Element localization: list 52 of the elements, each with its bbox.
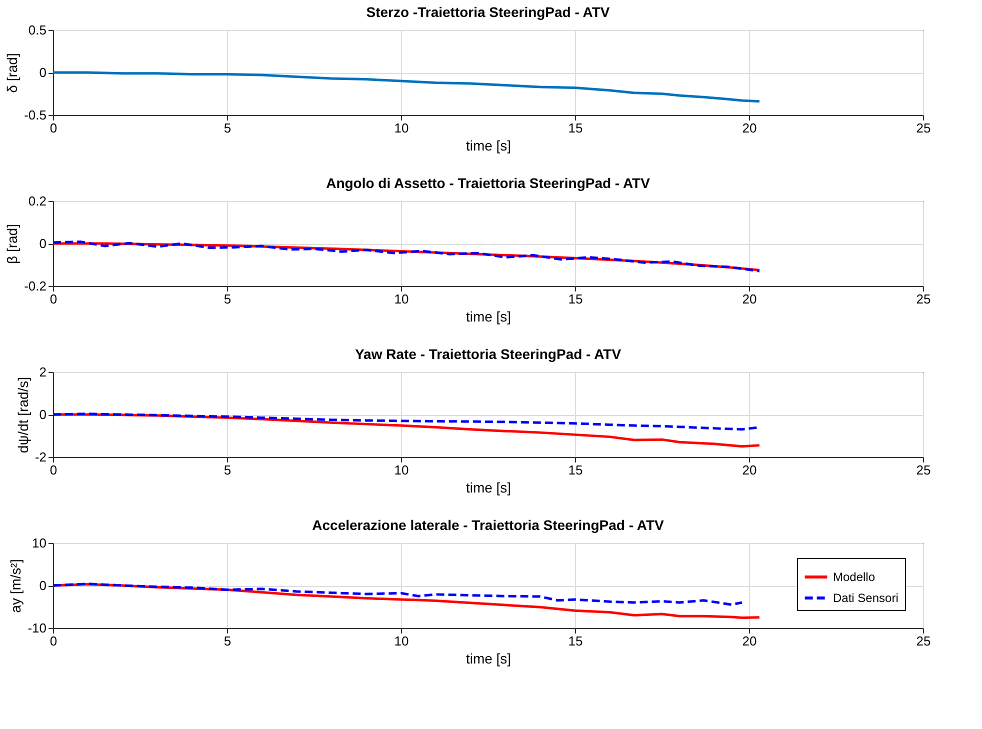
x-tick-label: 25: [916, 120, 931, 136]
y-tick-label: -10: [28, 620, 46, 636]
x-axis-title: time [s]: [466, 138, 512, 154]
y-tick-label: 0: [39, 407, 46, 422]
x-tick-label: 0: [50, 292, 58, 306]
x-tick-label: 5: [224, 634, 232, 648]
x-tick-label: 5: [224, 292, 232, 306]
legend-label: Modello: [833, 570, 876, 584]
x-axis-title: time [s]: [466, 650, 512, 666]
x-tick-label: 10: [394, 120, 409, 136]
x-tick-label: 15: [568, 292, 583, 306]
x-tick-label: 0: [50, 120, 58, 136]
y-tick-label: 0: [39, 236, 46, 251]
y-tick-label: 0: [39, 578, 46, 593]
x-tick-label: 5: [224, 120, 232, 136]
y-tick-label: 0.2: [28, 194, 46, 208]
y-axis-title: β [rad]: [4, 224, 20, 264]
x-tick-label: 10: [394, 292, 409, 306]
line-series: [52, 71, 761, 103]
x-tick-label: 10: [394, 462, 409, 478]
y-axis-title: ay [m/s²]: [8, 559, 24, 613]
y-tick-label: 0: [39, 65, 46, 80]
y-tick-label: 0.5: [28, 22, 46, 38]
chart-title: Angolo di Assetto - Traiettoria SteeringPad - ATV: [326, 175, 651, 191]
y-axis-title: δ [rad]: [4, 53, 20, 93]
x-axis-title: time [s]: [466, 480, 512, 496]
y-tick-label: 10: [32, 536, 46, 550]
x-axis-title: time [s]: [466, 308, 512, 324]
x-tick-label: 20: [742, 292, 757, 306]
x-tick-label: 25: [916, 462, 931, 478]
x-tick-label: 15: [568, 634, 583, 648]
legend-label: Dati Sensori: [833, 591, 898, 605]
x-tick-label: 15: [568, 120, 583, 136]
x-tick-label: 25: [916, 634, 931, 648]
y-tick-label: -0.2: [24, 278, 46, 294]
y-axis-title: dψ/dt [rad/s]: [14, 376, 31, 454]
x-tick-label: 20: [742, 634, 757, 648]
x-tick-label: 20: [742, 462, 757, 478]
y-tick-label: -2: [34, 450, 46, 464]
x-tick-label: 15: [568, 462, 583, 478]
y-tick-label: 2: [39, 364, 46, 380]
line-series: [52, 582, 744, 606]
x-tick-label: 25: [916, 292, 931, 306]
x-tick-label: 5: [224, 462, 232, 478]
chart-title: Sterzo -Traiettoria SteeringPad - ATV: [366, 4, 610, 20]
x-tick-label: 20: [742, 120, 757, 136]
chart-title: Yaw Rate - Traiettoria SteeringPad - ATV: [354, 346, 622, 362]
x-tick-label: 0: [50, 462, 58, 478]
y-tick-label: -0.5: [24, 108, 46, 122]
x-tick-label: 10: [394, 634, 409, 648]
chart-title: Accelerazione laterale - Traiettoria SteeringPad - ATV: [312, 517, 664, 533]
x-tick-label: 0: [50, 634, 58, 648]
